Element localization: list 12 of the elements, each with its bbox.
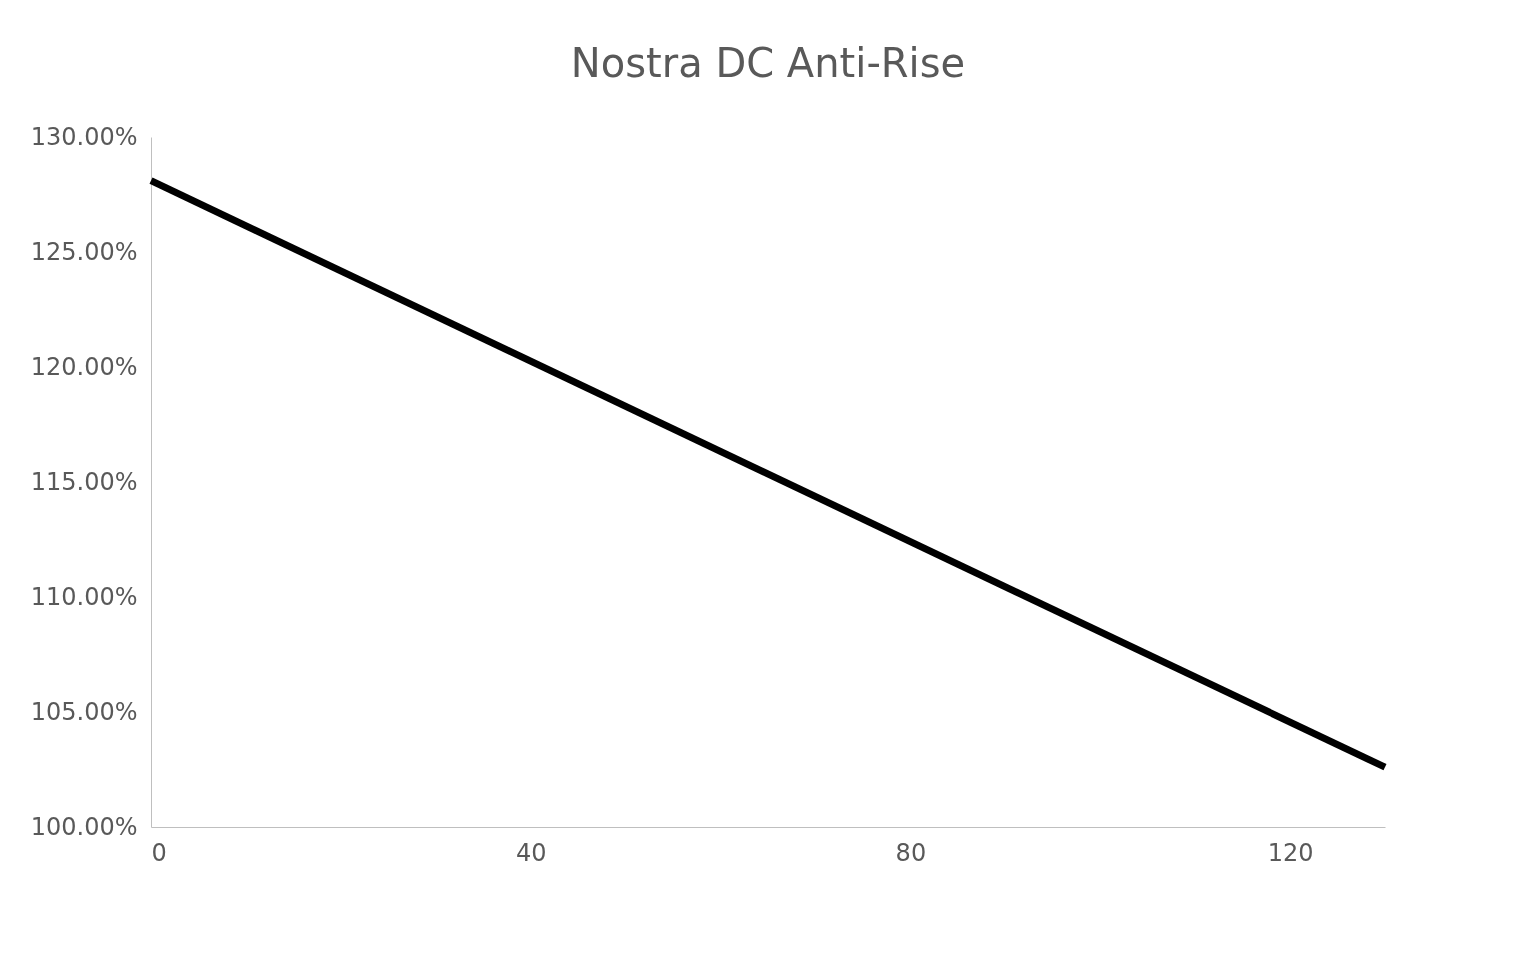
x-tick-label: 40 <box>515 838 547 867</box>
y-tick-label: 105.00% <box>30 697 138 726</box>
y-tick-label: 125.00% <box>30 237 138 266</box>
y-tick-label: 120.00% <box>30 352 138 381</box>
x-tick-label: 80 <box>895 838 927 867</box>
chart-title: Nostra DC Anti-Rise <box>570 40 966 86</box>
y-tick-label: 130.00% <box>30 122 138 151</box>
y-tick-label: 115.00% <box>30 467 138 496</box>
y-tick-label: 100.00% <box>30 812 138 841</box>
x-tick-label: 120 <box>1267 838 1314 867</box>
x-tick-label: 0 <box>151 838 167 867</box>
y-tick-label: 110.00% <box>30 582 138 611</box>
